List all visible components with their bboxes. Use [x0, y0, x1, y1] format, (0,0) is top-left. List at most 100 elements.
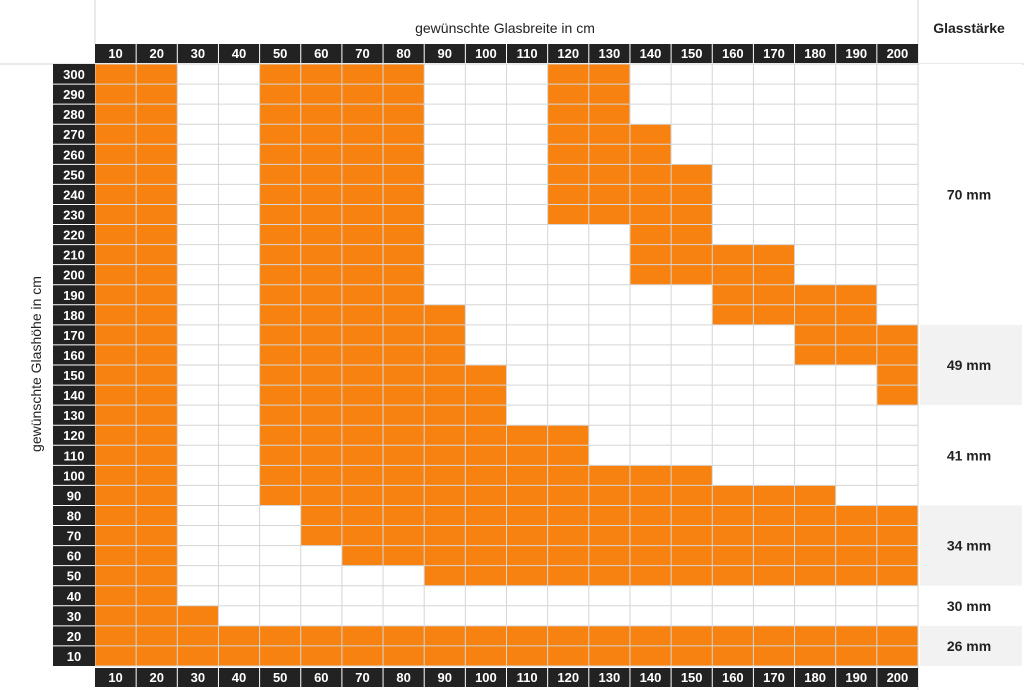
- cell-filled: [506, 425, 548, 446]
- cell-filled: [259, 164, 301, 185]
- cell-filled: [629, 224, 672, 245]
- x-axis-label: gewünschte Glasbreite in cm: [415, 20, 595, 36]
- cell-filled: [300, 204, 342, 225]
- cell-filled: [300, 104, 342, 125]
- cell-filled: [547, 104, 589, 125]
- x-tick-label: 120: [557, 670, 579, 685]
- x-tick-label: 170: [763, 670, 785, 685]
- cell-filled: [506, 525, 548, 546]
- x-tick-label: 30: [191, 46, 205, 61]
- cell-filled: [259, 144, 301, 165]
- cell-filled: [588, 505, 630, 526]
- cell-filled: [95, 84, 137, 105]
- cell-filled: [424, 445, 466, 466]
- cell-filled: [588, 84, 630, 105]
- cell-filled: [753, 485, 795, 506]
- cell-filled: [136, 425, 178, 446]
- cell-filled: [588, 545, 630, 566]
- cell-filled: [794, 505, 836, 526]
- cell-filled: [300, 84, 342, 105]
- cell-filled: [259, 625, 301, 646]
- cell-filled: [506, 505, 548, 526]
- x-tick-label: 150: [681, 46, 703, 61]
- cell-filled: [136, 465, 178, 486]
- cell-filled: [218, 625, 260, 646]
- cell-filled: [136, 605, 178, 626]
- cell-filled: [341, 284, 384, 305]
- cell-filled: [547, 164, 589, 185]
- cell-filled: [341, 324, 384, 345]
- cell-filled: [95, 264, 137, 285]
- cell-filled: [177, 605, 219, 626]
- cell-filled: [383, 645, 425, 666]
- x-tick-label: 200: [887, 46, 909, 61]
- cell-filled: [424, 465, 466, 486]
- x-tick-label: 120: [557, 46, 579, 61]
- cell-filled: [95, 445, 137, 466]
- cell-filled: [876, 625, 918, 646]
- y-tick-label: 230: [63, 208, 85, 223]
- cell-filled: [876, 545, 918, 566]
- cell-filled: [300, 244, 342, 265]
- cell-filled: [794, 525, 836, 546]
- cell-filled: [383, 284, 425, 305]
- cell-filled: [794, 545, 836, 566]
- cell-filled: [753, 284, 795, 305]
- cell-filled: [383, 445, 425, 466]
- cell-filled: [383, 465, 425, 486]
- y-tick-label: 260: [63, 147, 85, 162]
- cell-filled: [341, 425, 384, 446]
- y-tick-label: 160: [63, 348, 85, 363]
- cell-filled: [300, 505, 342, 526]
- x-tick-label: 190: [845, 670, 867, 685]
- cell-filled: [753, 645, 795, 666]
- cell-filled: [300, 264, 342, 285]
- cell-filled: [259, 124, 301, 145]
- cell-filled: [876, 385, 918, 406]
- cell-filled: [424, 324, 466, 345]
- cell-filled: [341, 104, 384, 125]
- cell-filled: [383, 365, 425, 386]
- cell-filled: [136, 565, 178, 586]
- cell-filled: [259, 365, 301, 386]
- thickness-band: [920, 405, 1022, 506]
- x-tick-label: 160: [722, 46, 744, 61]
- cell-filled: [424, 304, 466, 325]
- cell-filled: [465, 525, 507, 546]
- cell-filled: [753, 505, 795, 526]
- cell-filled: [835, 525, 877, 546]
- cell-filled: [629, 204, 672, 225]
- cell-filled: [629, 525, 672, 546]
- cell-filled: [341, 164, 384, 185]
- cell-filled: [547, 445, 589, 466]
- cell-filled: [383, 164, 425, 185]
- thickness-band: [920, 324, 1022, 406]
- cell-filled: [547, 545, 589, 566]
- cell-filled: [588, 184, 630, 205]
- cell-filled: [300, 64, 342, 85]
- y-tick-label: 120: [63, 428, 85, 443]
- cell-filled: [259, 204, 301, 225]
- cell-filled: [671, 264, 713, 285]
- cell-filled: [547, 204, 589, 225]
- x-tick-label: 40: [232, 670, 246, 685]
- cell-filled: [177, 625, 219, 646]
- cell-filled: [712, 505, 754, 526]
- cell-filled: [506, 445, 548, 466]
- cell-filled: [629, 545, 672, 566]
- cell-filled: [629, 244, 672, 265]
- y-tick-label: 20: [67, 629, 81, 644]
- cell-filled: [259, 304, 301, 325]
- cell-filled: [341, 124, 384, 145]
- cell-filled: [259, 385, 301, 406]
- cell-filled: [95, 465, 137, 486]
- x-tick-label: 10: [108, 46, 122, 61]
- cell-filled: [876, 645, 918, 666]
- cell-filled: [136, 525, 178, 546]
- cell-filled: [300, 645, 342, 666]
- cell-filled: [383, 84, 425, 105]
- thickness-band: [920, 585, 1022, 626]
- cell-filled: [671, 204, 713, 225]
- chart-gridlines: [94, 63, 919, 667]
- cell-filled: [629, 485, 672, 506]
